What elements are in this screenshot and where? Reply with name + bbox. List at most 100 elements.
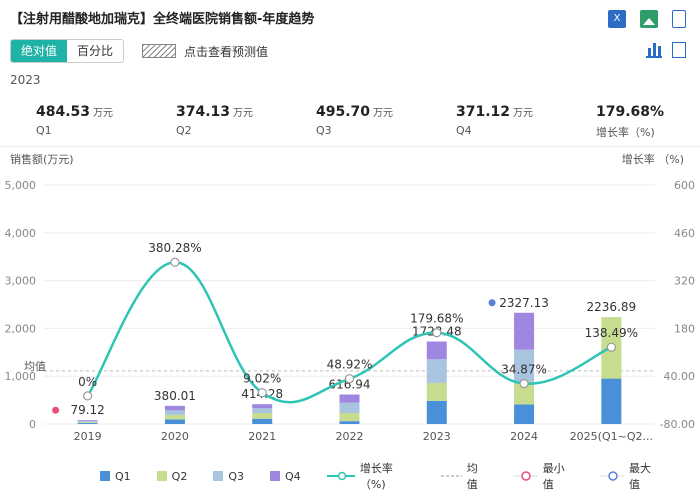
table-view-icon[interactable] (672, 42, 686, 58)
year-label: 2023 (10, 73, 41, 87)
growth-point (606, 342, 616, 352)
mean-line-icon (441, 475, 462, 477)
stat-q3: 495.70 万元 Q3 (316, 101, 393, 137)
header-icons: X (608, 10, 686, 28)
bar-q3 (164, 410, 185, 415)
y2-tick-label: 600 (674, 179, 695, 192)
bar-q3 (426, 359, 447, 383)
stat-key: 增长率（%) (596, 126, 655, 139)
growth-point (170, 257, 180, 267)
stat-key: Q1 (36, 124, 52, 137)
x-tick-label: 2023 (423, 430, 451, 443)
bar-q1 (252, 418, 273, 424)
prediction-label: 点击查看预测值 (184, 44, 269, 59)
bar-q4 (77, 420, 98, 422)
stat-q2: 374.13 万元 Q2 (176, 101, 253, 137)
q3-swatch (213, 471, 224, 481)
bar-q3 (252, 408, 273, 414)
chart-legend: Q1 Q2 Q3 Q4 增长率（%) 均值 最小值 最大值 (100, 460, 660, 491)
absolute-button[interactable]: 绝对值 (11, 40, 68, 62)
y2-tick-label: 460 (674, 227, 695, 240)
bar-q1 (601, 378, 622, 424)
legend-q4[interactable]: Q4 (270, 470, 301, 483)
sales-chart: 销售额(万元) 增长率 （%) 0 1,000 2,000 3,000 4,000 5,000… (5, 152, 696, 443)
bar-total-label: 2327.13 (499, 296, 549, 310)
bar-total-label: 2236.89 (587, 300, 637, 314)
bar-q2 (514, 381, 535, 405)
legend-q2[interactable]: Q2 (156, 470, 187, 483)
stat-key: Q2 (176, 124, 192, 137)
x-tick-label: 2025(Q1~Q2... (570, 430, 653, 443)
percent-button[interactable]: 百分比 (77, 44, 114, 58)
legend-min[interactable]: 最小值 (513, 460, 573, 491)
divider (0, 146, 700, 147)
growth-label: 0% (78, 375, 97, 389)
document-icon[interactable] (672, 10, 686, 28)
bar-q1 (339, 421, 360, 424)
y-axis-title: 销售额(万元) (10, 152, 74, 166)
stat-growth: 179.68% 增长率（%) (596, 101, 664, 140)
x-tick-label: 2024 (510, 430, 538, 443)
y-tick-label: 0 (29, 418, 36, 431)
q4-swatch (270, 471, 281, 481)
bar-total-label: 79.12 (70, 403, 104, 417)
growth-line-icon (326, 471, 355, 481)
legend-q3[interactable]: Q3 (213, 470, 244, 483)
growth-label: 138.49% (585, 326, 638, 340)
legend-q1[interactable]: Q1 (100, 470, 131, 483)
stat-key: Q4 (456, 124, 472, 137)
bar-q2 (426, 382, 447, 401)
stat-unit: 万元 (513, 108, 534, 119)
bar-q4 (252, 404, 273, 409)
page-title: 【注射用醋酸地加瑞克】全终端医院销售额-年度趋势 (10, 12, 315, 27)
quarter-stats: 484.53 万元 Q1 374.13 万元 Q2 495.70 万元 Q3 371.… (36, 101, 696, 141)
image-export-icon[interactable] (640, 10, 658, 28)
legend-mean[interactable]: 均值 (441, 460, 487, 491)
growth-point (83, 391, 93, 401)
stat-value: 374.13 (176, 104, 231, 120)
y-tick-label: 3,000 (5, 275, 37, 288)
y-tick-label: 4,000 (5, 227, 37, 240)
max-marker-icon (599, 471, 625, 481)
x-tick-label: 2019 (74, 430, 102, 443)
bar-q1 (426, 400, 447, 424)
bar-q1 (164, 419, 185, 424)
bar-q3 (77, 421, 98, 423)
y-tick-label: 2,000 (5, 322, 37, 335)
excel-export-icon[interactable]: X (608, 10, 626, 28)
legend-growth[interactable]: 增长率（%) (326, 460, 415, 491)
growth-label: 9.02% (243, 372, 281, 386)
y2-axis-title: 增长率 （%) (622, 152, 684, 166)
stat-unit: 万元 (93, 108, 114, 119)
stat-q1: 484.53 万元 Q1 (36, 101, 113, 137)
stat-unit: 万元 (373, 108, 394, 119)
bar-total-label: 380.01 (154, 389, 196, 403)
growth-point (519, 379, 529, 389)
bar-q2 (339, 413, 360, 422)
stat-value: 179.68% (596, 104, 665, 120)
bar-chart-icon[interactable] (646, 42, 662, 58)
bar-q4 (514, 312, 535, 350)
y2-tick-label: 320 (674, 275, 695, 288)
stat-unit: 万元 (233, 108, 254, 119)
x-tick-label: 2021 (248, 430, 276, 443)
bar-q1 (514, 404, 535, 424)
stat-q4: 371.12 万元 Q4 (456, 101, 533, 137)
stat-value: 495.70 (316, 104, 371, 120)
x-tick-label: 2020 (161, 430, 189, 443)
y2-tick-label: 40.00 (664, 370, 696, 383)
hatch-pattern-icon (142, 44, 177, 58)
growth-label: 179.68% (410, 312, 463, 326)
bar-q2 (77, 422, 98, 424)
y-tick-label: 5,000 (5, 179, 37, 192)
y2-tick-label: 180 (674, 322, 695, 335)
growth-label: 34.87% (501, 363, 547, 377)
bar-q4 (426, 341, 447, 360)
legend-max[interactable]: 最大值 (599, 460, 660, 491)
q2-swatch (156, 471, 167, 481)
bar-q3 (514, 349, 535, 382)
bar-total-label: 616.94 (329, 378, 371, 392)
growth-label: 380.28% (148, 241, 201, 255)
bar-q4 (339, 394, 360, 403)
prediction-toggle[interactable]: 点击查看预测值 (142, 43, 268, 60)
